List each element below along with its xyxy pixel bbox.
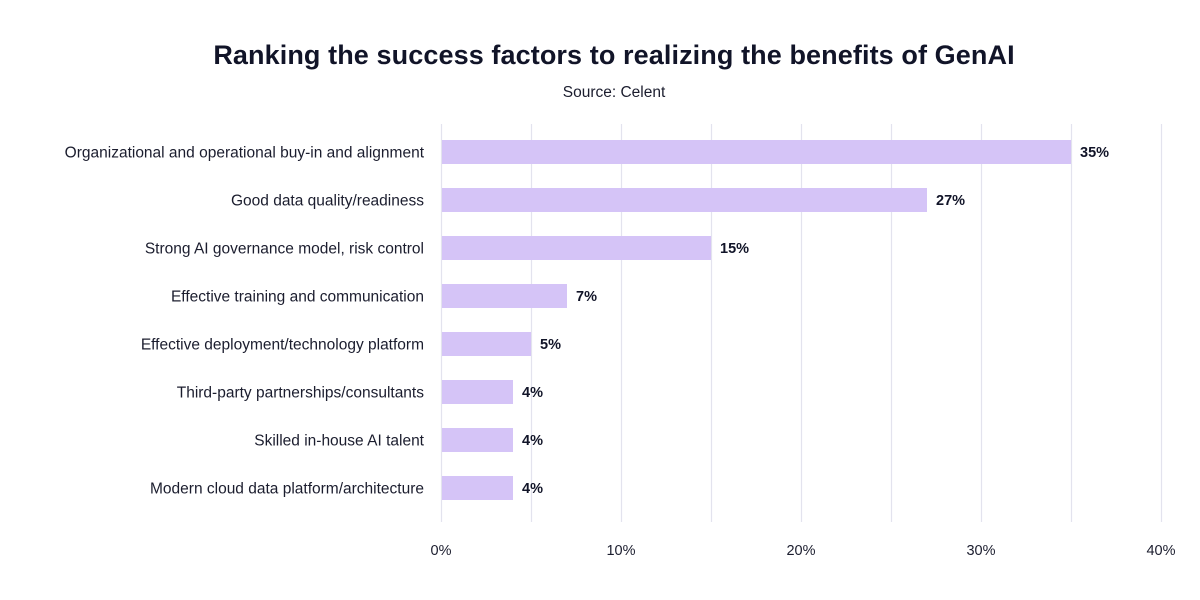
category-label: Effective deployment/technology platform <box>141 337 424 354</box>
bar <box>442 332 531 356</box>
value-label: 27% <box>936 193 965 209</box>
value-label: 35% <box>1080 145 1109 161</box>
chart-title: Ranking the success factors to realizing… <box>213 40 1015 70</box>
category-label: Strong AI governance model, risk control <box>145 241 424 258</box>
chart-subtitle: Source: Celent <box>562 84 666 101</box>
category-label: Skilled in-house AI talent <box>254 433 424 450</box>
bar <box>442 236 711 260</box>
category-label: Organizational and operational buy-in an… <box>65 145 425 162</box>
value-label: 4% <box>522 481 543 497</box>
bar <box>442 428 513 452</box>
category-label: Modern cloud data platform/architecture <box>150 481 424 498</box>
x-tick-label: 40% <box>1146 543 1175 559</box>
bar <box>442 284 567 308</box>
value-label: 5% <box>540 337 561 353</box>
x-tick-label: 20% <box>786 543 815 559</box>
category-label: Good data quality/readiness <box>231 193 424 210</box>
x-tick-label: 0% <box>431 543 452 559</box>
bar <box>442 380 513 404</box>
value-label: 7% <box>576 289 597 305</box>
bar <box>442 476 513 500</box>
x-tick-label: 10% <box>606 543 635 559</box>
value-label: 4% <box>522 433 543 449</box>
category-label: Effective training and communication <box>171 289 424 306</box>
value-label: 4% <box>522 385 543 401</box>
bar <box>442 140 1071 164</box>
bar <box>442 188 927 212</box>
category-label: Third-party partnerships/consultants <box>177 385 425 402</box>
value-label: 15% <box>720 241 749 257</box>
x-tick-label: 30% <box>966 543 995 559</box>
